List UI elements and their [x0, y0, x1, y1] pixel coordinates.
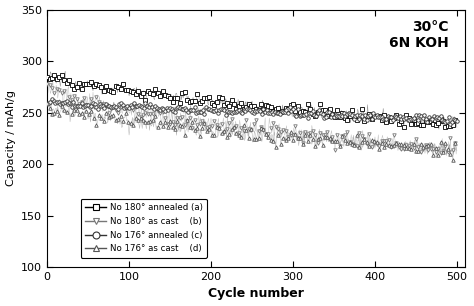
Text: 30°C
6N KOH: 30°C 6N KOH: [389, 20, 448, 50]
Y-axis label: Capacity / mAh/g: Capacity / mAh/g: [6, 90, 16, 186]
Legend: No 180° annealed (a), No 180° as cast    (b), No 176° annealed (c), No 176° as c: No 180° annealed (a), No 180° as cast (b…: [81, 199, 207, 258]
X-axis label: Cycle number: Cycle number: [208, 287, 304, 300]
